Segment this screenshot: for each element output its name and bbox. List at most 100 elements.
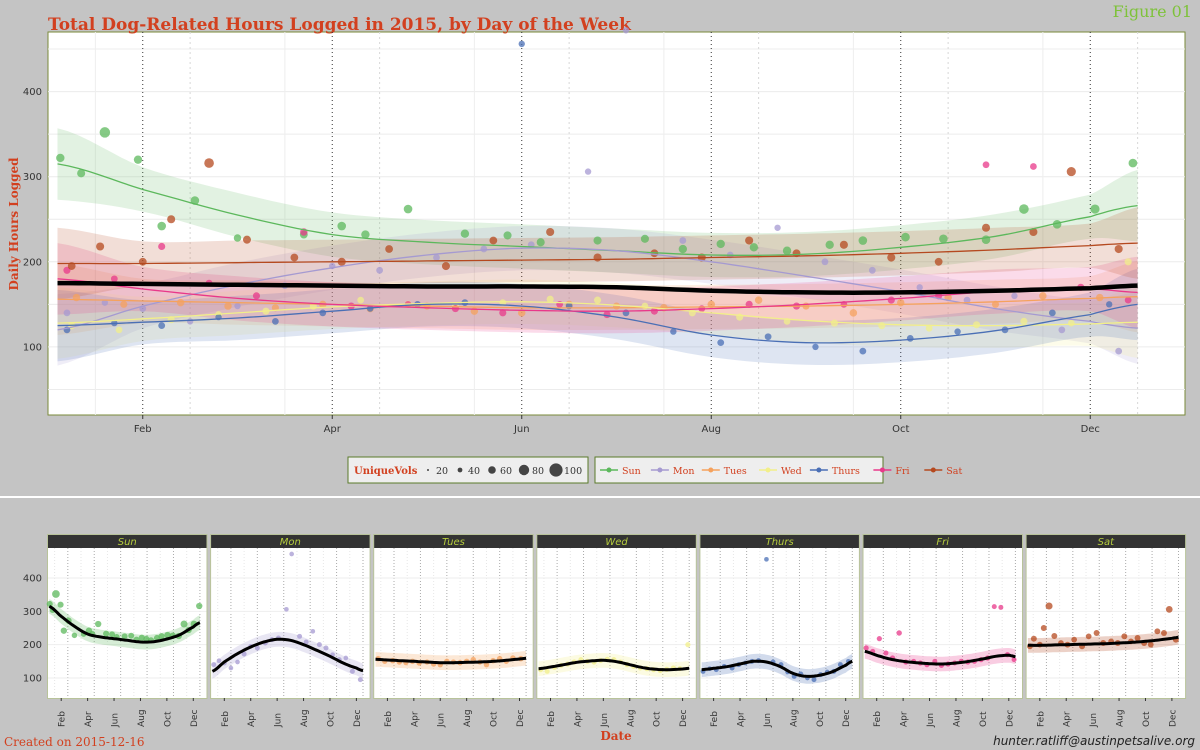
facet-point <box>71 632 78 639</box>
facet-panels: 100 200 300 400 Sun Feb Apr Jun Aug Oct Dec Mon Feb A… <box>23 534 1187 728</box>
facet-point <box>138 634 145 641</box>
main-y-tick-label: 200 <box>23 257 42 268</box>
point-mon <box>821 258 829 266</box>
facet-x-tick-label: Jun <box>763 713 773 728</box>
footer-contact: hunter.ratliff@austinpetsalive.org <box>993 734 1195 748</box>
facet-point <box>998 604 1004 610</box>
point-mon <box>963 296 971 304</box>
facet-point <box>121 633 128 640</box>
figure-label: Figure 01 <box>1113 2 1192 21</box>
point-sun <box>716 239 725 249</box>
facet-x-tick-label: Oct <box>816 711 826 727</box>
footer-created: Created on 2015-12-16 <box>4 735 145 749</box>
point-tues <box>754 296 763 304</box>
main-x-tick-label: Apr <box>324 424 342 435</box>
point-sun <box>56 153 65 163</box>
main-plot-panel <box>47 31 1186 416</box>
facet-x-tick-label: Oct <box>490 711 500 727</box>
color-legend-label: Mon <box>673 466 695 477</box>
facet-point <box>284 606 289 612</box>
point-sun <box>640 234 649 243</box>
point-thurs <box>1048 309 1056 317</box>
color-legend-label: Sat <box>946 466 962 477</box>
point-sat <box>981 223 991 232</box>
facet-point <box>316 642 322 648</box>
facet-y-tick-label: 100 <box>23 674 42 685</box>
facet-point <box>883 650 889 656</box>
main-y-tick-label: 300 <box>23 172 42 183</box>
facet-confidence-band <box>864 644 1016 672</box>
fit-line-sat <box>57 242 1138 265</box>
color-legend-label: Thurs <box>832 466 860 477</box>
overall-fit-line <box>57 280 1138 295</box>
point-sun <box>901 232 910 242</box>
color-legend-swatch <box>930 467 936 473</box>
facet-panel <box>48 548 207 698</box>
size-legend-label: 20 <box>436 466 448 477</box>
point-mon <box>63 309 71 317</box>
facet-point <box>863 645 869 651</box>
point-sat <box>489 236 498 245</box>
point-sun <box>782 246 792 255</box>
color-legend-label: Fri <box>895 466 909 477</box>
facet-strip <box>374 535 533 548</box>
facet-x-tick-label: Feb <box>873 711 883 727</box>
facet-point <box>357 677 363 683</box>
facet-panel <box>537 548 696 698</box>
confidence-band-sun <box>57 128 1138 278</box>
point-fri <box>887 296 895 304</box>
facet-x-tick-label: Jun <box>600 713 610 728</box>
point-sun <box>361 230 370 239</box>
facet-x-tick-label: Aug <box>952 709 962 727</box>
facet-x-tick-label: Apr <box>410 711 420 727</box>
facet-point <box>343 655 349 661</box>
facet-fit-line <box>48 604 201 644</box>
point-sun <box>1090 204 1100 214</box>
facet-x-tick-label: Aug <box>789 709 799 727</box>
point-mon <box>774 224 781 231</box>
main-axes: 100 200 300 400 Feb Apr Jun Aug Oct Dec <box>23 87 1100 435</box>
facet-point <box>1030 635 1037 642</box>
facet-x-tick-label: Feb <box>547 711 557 727</box>
point-thurs <box>158 322 166 330</box>
facet-point <box>1051 633 1058 639</box>
point-mon <box>234 302 241 310</box>
main-confidence-bands <box>57 128 1138 366</box>
facet-fri: Fri Feb Apr Jun Aug Oct Dec <box>862 534 1023 728</box>
facet-point <box>1045 602 1053 610</box>
size-legend-label: 40 <box>468 466 480 477</box>
size-legend-swatch <box>549 463 563 477</box>
facet-panel <box>1026 548 1186 698</box>
facet-x-tick-label: Dec <box>842 710 852 727</box>
facet-panel <box>211 548 370 698</box>
point-tues <box>849 309 858 317</box>
facet-point <box>158 633 165 640</box>
point-wed <box>593 296 602 304</box>
point-sun <box>503 231 512 240</box>
size-legend-title: UniqueVols <box>354 466 418 477</box>
point-mon <box>101 299 109 306</box>
point-sun <box>939 234 948 244</box>
facet-point <box>95 620 102 628</box>
facet-point <box>1147 641 1154 648</box>
facet-point <box>483 661 490 668</box>
point-thurs <box>954 328 961 335</box>
facet-point <box>323 645 329 651</box>
facet-mon: Mon Feb Apr Jun Aug Oct Dec <box>210 534 371 728</box>
facet-point <box>57 601 64 608</box>
color-legend-swatch <box>606 467 612 473</box>
facet-sun: Sun Feb Apr Jun Aug Oct Dec <box>46 534 208 728</box>
point-sun <box>858 236 868 245</box>
facet-point <box>1093 630 1100 636</box>
facet-x-tick-label: Aug <box>137 709 147 727</box>
facet-point <box>1011 657 1017 663</box>
confidence-band-thurs <box>57 268 1138 365</box>
facet-x-tick-label: Apr <box>900 711 910 727</box>
size-legend-swatch <box>457 467 463 473</box>
facet-x-tick-label: Jun <box>926 713 936 728</box>
point-fri <box>499 309 507 317</box>
main-fit-lines <box>57 163 1138 344</box>
facet-point <box>164 631 171 639</box>
facet-point <box>991 604 997 610</box>
